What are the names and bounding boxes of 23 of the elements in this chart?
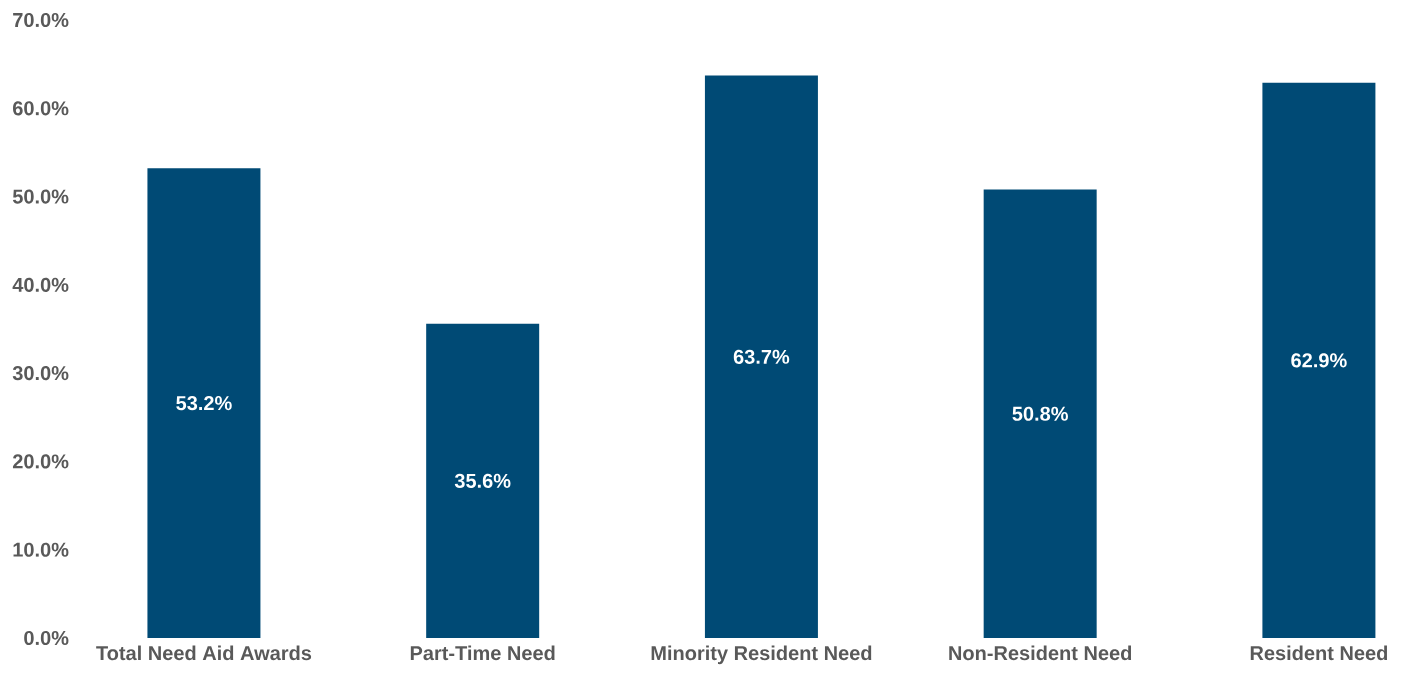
bar [1262, 82, 1376, 638]
y-tick-label: 10.0% [13, 542, 69, 557]
y-tick-label: 40.0% [12, 277, 69, 292]
bar [426, 323, 540, 638]
y-tick-label: 30.0% [12, 366, 69, 381]
data-label: 35.6% [454, 473, 511, 488]
data-label: 62.9% [1291, 353, 1347, 368]
y-tick-label: 50.0% [12, 189, 69, 204]
data-label: 53.2% [176, 396, 232, 411]
x-tick-label: Resident Need [1250, 645, 1388, 661]
bar [704, 75, 818, 638]
x-tick-label: Non-Resident Need [949, 645, 1132, 661]
y-tick-label: 20.0% [12, 454, 69, 469]
data-label: 50.8% [1012, 406, 1068, 421]
bar [983, 189, 1097, 638]
y-tick-label: 60.0% [13, 101, 69, 116]
bar [147, 168, 261, 638]
data-label: 63.7% [733, 349, 790, 364]
y-tick-label: 70.0% [13, 12, 69, 28]
x-tick-label: Total Need Aid Awards [96, 645, 312, 661]
y-tick-label: 0.0% [24, 630, 69, 646]
x-tick-label: Part-Time Need [410, 645, 555, 661]
x-tick-label: Minority Resident Need [651, 645, 872, 665]
